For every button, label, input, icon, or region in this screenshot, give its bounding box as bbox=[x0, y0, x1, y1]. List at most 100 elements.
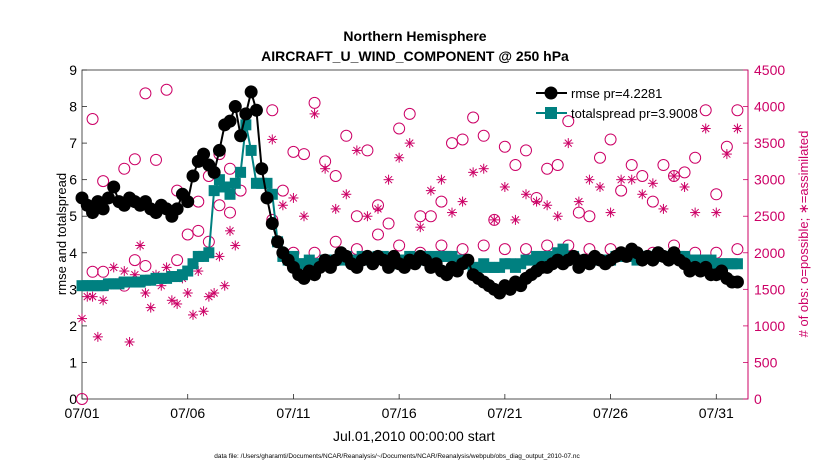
assimilated-obs-point bbox=[563, 138, 574, 149]
assimilated-obs-point bbox=[489, 214, 500, 225]
rmse-point bbox=[181, 195, 195, 209]
totalspread-point bbox=[235, 166, 247, 178]
asterisk-stroke bbox=[194, 267, 203, 275]
asterisk-stroke bbox=[279, 201, 287, 210]
assimilated-obs-point bbox=[711, 207, 722, 218]
possible-obs-point bbox=[308, 96, 321, 109]
possible-obs-point bbox=[488, 213, 501, 226]
asterisk-stroke bbox=[183, 289, 192, 297]
assimilated-obs-point bbox=[198, 306, 209, 317]
possible-obs-point bbox=[477, 129, 490, 142]
assimilated-obs-point bbox=[341, 189, 352, 200]
asterisk-stroke bbox=[310, 110, 319, 118]
totalspread-point bbox=[203, 247, 215, 259]
y2-tick-label: 1500 bbox=[754, 281, 785, 297]
possible-obs-point bbox=[572, 206, 585, 219]
asterisk-stroke bbox=[353, 146, 361, 155]
assimilated-obs-point bbox=[219, 280, 230, 291]
asterisk-stroke bbox=[88, 292, 97, 301]
possible-obs-point bbox=[329, 170, 342, 183]
possible-obs-point bbox=[583, 210, 596, 223]
possible-obs-point bbox=[424, 210, 437, 223]
asterisk-stroke bbox=[109, 263, 118, 272]
asterisk-stroke bbox=[511, 216, 520, 224]
legend-spread-marker bbox=[545, 107, 557, 119]
y2-axis-label: # of obs: o=possible; ∗=assimilated bbox=[796, 131, 811, 338]
assimilated-obs-point bbox=[415, 222, 426, 233]
asterisk-stroke bbox=[532, 197, 541, 206]
possible-obs-point bbox=[118, 162, 131, 175]
chart-title: Northern Hemisphere bbox=[343, 28, 486, 44]
asterisk-stroke bbox=[649, 179, 657, 188]
possible-obs-point bbox=[456, 133, 469, 146]
assimilated-obs-point bbox=[531, 196, 542, 207]
assimilated-obs-point bbox=[595, 181, 605, 192]
assimilated-obs-point bbox=[330, 203, 341, 214]
asterisk-stroke bbox=[575, 197, 583, 206]
totalspread-point bbox=[182, 265, 194, 277]
rmse-point bbox=[107, 180, 121, 194]
asterisk-stroke bbox=[437, 175, 446, 184]
asterisk-stroke bbox=[205, 292, 213, 301]
possible-obs-point bbox=[710, 188, 723, 201]
totalspread-point bbox=[224, 188, 236, 200]
assimilated-obs-point bbox=[362, 211, 373, 222]
y-tick-label: 5 bbox=[69, 208, 77, 224]
rmse-point bbox=[212, 143, 226, 157]
rmse-point bbox=[96, 202, 110, 216]
x-tick-label: 07/26 bbox=[593, 405, 628, 421]
possible-obs-point bbox=[509, 159, 522, 172]
asterisk-stroke bbox=[733, 124, 742, 133]
assimilated-obs-point bbox=[299, 211, 309, 222]
y-tick-label: 9 bbox=[69, 62, 77, 78]
assimilated-obs-point bbox=[690, 207, 701, 218]
rmse-point bbox=[567, 249, 581, 263]
asterisk-stroke bbox=[374, 205, 382, 213]
y2-tick-label: 1000 bbox=[754, 318, 785, 334]
totalspread-point bbox=[219, 181, 231, 193]
assimilated-obs-point bbox=[721, 149, 732, 160]
rmse-point bbox=[86, 206, 100, 220]
asterisk-stroke bbox=[691, 208, 699, 217]
totalspread-point bbox=[240, 119, 252, 131]
asterisk-stroke bbox=[617, 175, 625, 184]
assimilated-obs-point bbox=[584, 174, 595, 185]
asterisk-stroke bbox=[141, 289, 150, 297]
possible-obs-point bbox=[551, 159, 564, 172]
assimilated-obs-point bbox=[87, 291, 98, 302]
asterisk-stroke bbox=[331, 205, 340, 213]
possible-obs-point bbox=[350, 210, 363, 223]
asterisk-stroke bbox=[479, 164, 488, 173]
possible-obs-point bbox=[393, 239, 406, 252]
asterisk-stroke bbox=[469, 168, 477, 177]
assimilated-obs-point bbox=[573, 196, 584, 207]
rmse-point bbox=[382, 260, 396, 274]
assimilated-obs-point bbox=[209, 287, 220, 298]
rmse-point bbox=[265, 217, 279, 231]
assimilated-obs-point bbox=[447, 207, 457, 218]
assimilated-obs-point bbox=[499, 181, 510, 192]
asterisk-stroke bbox=[680, 183, 689, 191]
assimilated-obs-point bbox=[230, 240, 241, 251]
x-tick-label: 07/06 bbox=[170, 405, 205, 421]
asterisk-stroke bbox=[448, 208, 456, 217]
assimilated-obs-point bbox=[468, 167, 479, 178]
possible-obs-point bbox=[298, 148, 310, 161]
assimilated-obs-point bbox=[552, 211, 563, 222]
rmse-point bbox=[186, 169, 200, 183]
y-tick-label: 2 bbox=[69, 318, 77, 334]
assimilated-obs-point bbox=[203, 291, 214, 302]
possible-obs-point bbox=[382, 217, 395, 230]
assimilated-obs-point bbox=[166, 295, 177, 306]
asterisk-stroke bbox=[564, 139, 573, 147]
right-axis: 0 500 1000 1500 2000 2500 3000 3500 4000 4500 bbox=[743, 62, 785, 407]
possible-obs-point bbox=[657, 159, 670, 172]
possible-obs-point bbox=[97, 265, 110, 278]
y2-tick-label: 500 bbox=[754, 354, 778, 370]
assimilated-obs-point bbox=[225, 225, 235, 236]
possible-obs-point bbox=[361, 144, 374, 157]
asterisk-stroke bbox=[458, 197, 467, 206]
assimilated-obs-point bbox=[124, 336, 135, 347]
assimilated-obs-point bbox=[182, 287, 193, 298]
possible-obs-point bbox=[435, 195, 448, 208]
